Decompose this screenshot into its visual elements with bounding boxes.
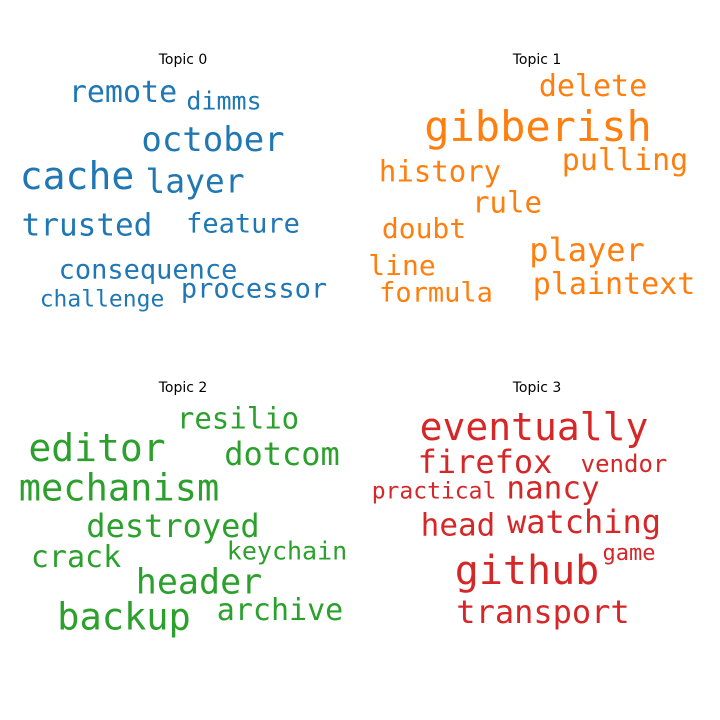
topic-3-word-firefox: firefox xyxy=(417,443,553,481)
topic-0-word-trusted: trusted xyxy=(21,207,153,244)
topic-3-word-nancy: nancy xyxy=(506,470,600,507)
topic-2-word-backup: backup xyxy=(57,595,191,639)
topic-2-word-editor: editor xyxy=(28,426,166,470)
topic-1-word-player: player xyxy=(529,231,645,269)
topic-2-word-resilio: resilio xyxy=(176,401,300,436)
topic-0-word-remote: remote xyxy=(68,75,178,110)
topic-1-word-line: line xyxy=(368,249,436,282)
topic-3-word-practical: practical xyxy=(371,478,497,505)
topic-1-word-history: history xyxy=(378,154,502,189)
topic-0-word-processor: processor xyxy=(180,273,328,305)
topic-3-word-eventually: eventually xyxy=(419,405,649,449)
topic-3-word-github: github xyxy=(454,548,600,594)
topic-2-word-dotcom: dotcom xyxy=(224,435,340,473)
topic-2-word-keychain: keychain xyxy=(226,536,348,566)
topic-2-word-mechanism: mechanism xyxy=(18,466,220,510)
topic-0-word-layer: layer xyxy=(145,161,245,201)
topic-3-word-game: game xyxy=(602,541,656,566)
topic-3-word-transport: transport xyxy=(456,593,630,631)
topic-0-word-challenge: challenge xyxy=(39,286,165,313)
topic-3-word-vendor: vendor xyxy=(580,450,668,478)
topic-2-word-header: header xyxy=(135,562,263,603)
topic-1-word-doubt: doubt xyxy=(381,212,467,245)
topic-1-word-plaintext: plaintext xyxy=(532,267,696,302)
topic-0-title: Topic 0 xyxy=(158,52,208,68)
topic-3-title: Topic 3 xyxy=(512,380,562,396)
topic-3-word-watching: watching xyxy=(506,503,662,541)
topic-2-word-crack: crack xyxy=(30,540,122,575)
topic-1-word-pulling: pulling xyxy=(561,143,689,178)
topic-1-word-rule: rule xyxy=(472,185,542,220)
topic-0-word-consequence: consequence xyxy=(58,254,238,286)
topic-1-title: Topic 1 xyxy=(512,52,562,68)
topic-0-word-october: october xyxy=(141,120,285,160)
topic-1-word-delete: delete xyxy=(538,69,648,104)
topic-0-word-cache: cache xyxy=(19,154,135,198)
topic-3-word-head: head xyxy=(420,507,496,544)
topic-0-word-dimms: dimms xyxy=(186,86,262,116)
topic-1-word-formula: formula xyxy=(379,277,493,309)
topic-1-word-gibberish: gibberish xyxy=(424,102,652,151)
topic-2-word-destroyed: destroyed xyxy=(86,507,260,545)
topic-0-word-feature: feature xyxy=(186,208,300,240)
topic-2-word-archive: archive xyxy=(216,593,344,628)
topic-2-title: Topic 2 xyxy=(158,380,208,396)
